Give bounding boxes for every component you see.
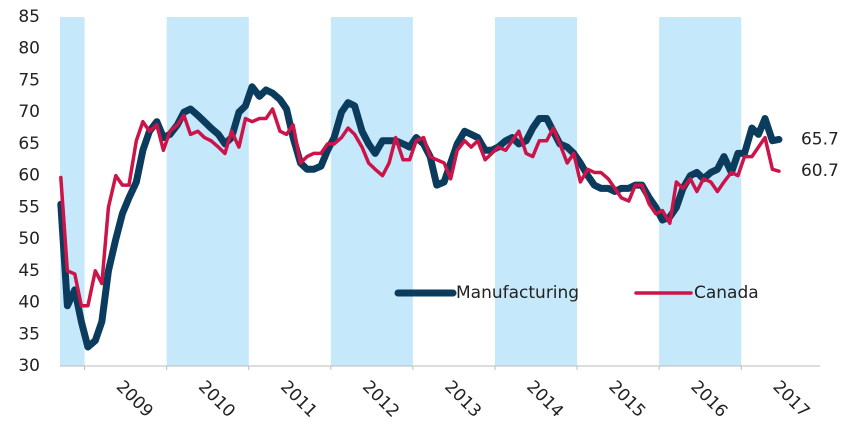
x-tick-label: 2010 [194,377,239,422]
x-tick-label: 2009 [112,377,157,422]
x-tick-label: 2017 [769,377,814,422]
legend-label: Canada [694,283,759,303]
y-tick-label: 85 [18,7,40,27]
shaded-band [659,17,742,366]
y-tick-label: 45 [18,261,40,281]
y-tick-label: 65 [18,134,40,154]
x-tick-label: 2013 [440,377,485,422]
y-tick-label: 30 [18,356,40,376]
y-tick-label: 55 [18,197,40,217]
shaded-band [166,17,249,366]
y-tick-label: 50 [18,229,40,249]
end-value-label: 65.7 [801,129,839,149]
y-tick-label: 60 [18,166,40,186]
x-tick-label: 2015 [604,377,649,422]
x-tick-label: 2011 [276,377,321,422]
y-tick-label: 35 [18,324,40,344]
y-tick-label: 75 [18,70,40,90]
end-value-label: 60.7 [801,161,839,181]
x-tick-label: 2012 [358,377,403,422]
series-line [59,107,781,308]
shaded-band [494,17,578,366]
y-tick-label: 70 [18,102,40,122]
x-tick-label: 2014 [522,377,567,422]
x-tick-label: 2016 [687,377,732,422]
shaded-band [330,17,413,366]
legend-label: Manufacturing [456,283,579,303]
y-tick-label: 80 [18,39,40,59]
y-tick-label: 40 [18,293,40,313]
